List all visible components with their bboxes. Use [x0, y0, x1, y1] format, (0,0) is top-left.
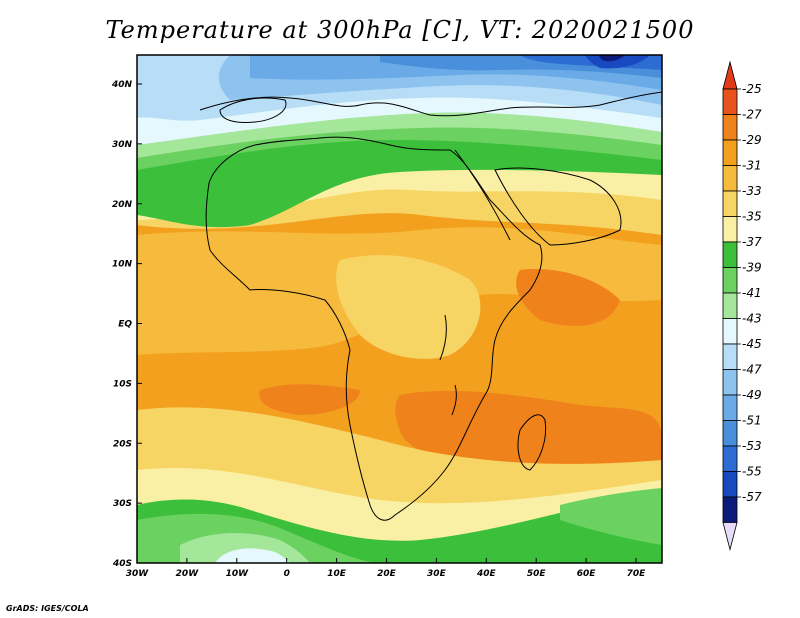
- plot-frame: [136, 54, 663, 564]
- colorbar-swatch: [722, 190, 738, 217]
- band-minus-39-se: [560, 488, 662, 545]
- colorbar-swatch: [722, 165, 738, 192]
- lat-label: 30S: [113, 499, 132, 509]
- colorbar-bottom-arrow: [722, 522, 738, 552]
- colorbar-label: -35: [742, 210, 762, 224]
- great-lakes: [439, 314, 457, 416]
- lon-label: 50E: [527, 569, 547, 579]
- band-minus-29-east: [516, 269, 620, 326]
- colorbar-label: -57: [742, 490, 762, 504]
- latitude-axis: 40N 30N 20N 10N EQ 10S 20S 30S 40S: [111, 80, 142, 569]
- colorbar-swatch: [722, 471, 738, 498]
- colorbar-swatch: [722, 369, 738, 396]
- band-minus-43-south: [215, 548, 290, 563]
- lat-label: EQ: [118, 320, 132, 330]
- lon-label: 0: [284, 569, 290, 579]
- colorbar-swatch: [722, 394, 738, 421]
- lat-label: 40S: [112, 559, 132, 569]
- colorbar-top-arrow: [722, 60, 738, 90]
- temperature-field: [137, 55, 662, 563]
- colorbar-swatch: [722, 241, 738, 268]
- map-title: Temperature at 300hPa [C], VT: 202002150…: [105, 16, 695, 44]
- lat-label: 30N: [112, 140, 133, 150]
- colorbar-label: -45: [742, 337, 762, 351]
- colorbar-label: -33: [742, 184, 762, 198]
- colorbar-label: -47: [742, 363, 762, 377]
- colorbar-swatch: [722, 139, 738, 166]
- colorbar-label: -55: [742, 465, 762, 479]
- lon-label: 20E: [377, 569, 397, 579]
- colorbar-label: -25: [742, 82, 762, 96]
- colorbar-label: -29: [742, 133, 762, 147]
- colorbar-label: -27: [742, 108, 762, 122]
- colorbar-label: -49: [742, 388, 762, 402]
- colorbar-swatch: [722, 496, 738, 523]
- colorbar-swatch: [722, 420, 738, 447]
- lon-label: 10E: [327, 569, 347, 579]
- colorbar: -25 -27 -29 -31 -33 -35 -37 -39 -41 -43 -45 -47 -49 -…: [722, 60, 762, 552]
- colorbar-label: -37: [742, 235, 762, 249]
- band-minus-29-south: [395, 390, 662, 476]
- band-minus-29-west: [259, 384, 360, 415]
- footer-credit: GrADS: IGES/COLA: [6, 604, 89, 613]
- colorbar-label: -51: [742, 414, 762, 428]
- madagascar: [517, 414, 547, 471]
- iberia: [219, 97, 287, 123]
- colorbar-swatch: [722, 88, 738, 115]
- lon-label: 30W: [126, 569, 150, 579]
- colorbar-label: -53: [742, 439, 762, 453]
- coastlines: [199, 91, 662, 521]
- colorbar-label: -31: [742, 159, 762, 173]
- colorbar-swatch: [722, 216, 738, 243]
- lat-label: 20S: [113, 439, 132, 449]
- lon-label: 20W: [176, 569, 200, 579]
- lat-label: 20N: [112, 200, 133, 210]
- colorbar-swatch: [722, 114, 738, 141]
- colorbar-swatch: [722, 343, 738, 370]
- lat-label: 10S: [113, 379, 132, 389]
- colorbar-swatch: [722, 267, 738, 294]
- colorbar-label: -39: [742, 261, 762, 275]
- lat-label: 10N: [112, 260, 133, 270]
- longitude-axis: 30W 20W 10W 0 10E 20E 30E 40E 50E 60E 70E: [126, 558, 646, 579]
- lon-label: 40E: [476, 569, 497, 579]
- colorbar-label: -41: [742, 286, 762, 300]
- lon-label: 30E: [427, 569, 447, 579]
- colorbar-swatch: [722, 445, 738, 472]
- colorbar-swatch: [722, 318, 738, 345]
- lon-label: 70E: [627, 569, 647, 579]
- europe-coast: [199, 91, 662, 117]
- lon-label: 10W: [226, 569, 250, 579]
- band-minus-33-congo: [336, 255, 481, 359]
- lon-label: 60E: [577, 569, 597, 579]
- arabia: [494, 167, 622, 246]
- colorbar-label: -43: [742, 312, 762, 326]
- lat-label: 40N: [111, 80, 133, 90]
- red-sea: [454, 149, 511, 241]
- band-minus-57: [598, 55, 625, 62]
- africa-coastline: [205, 136, 543, 521]
- colorbar-swatch: [722, 292, 738, 319]
